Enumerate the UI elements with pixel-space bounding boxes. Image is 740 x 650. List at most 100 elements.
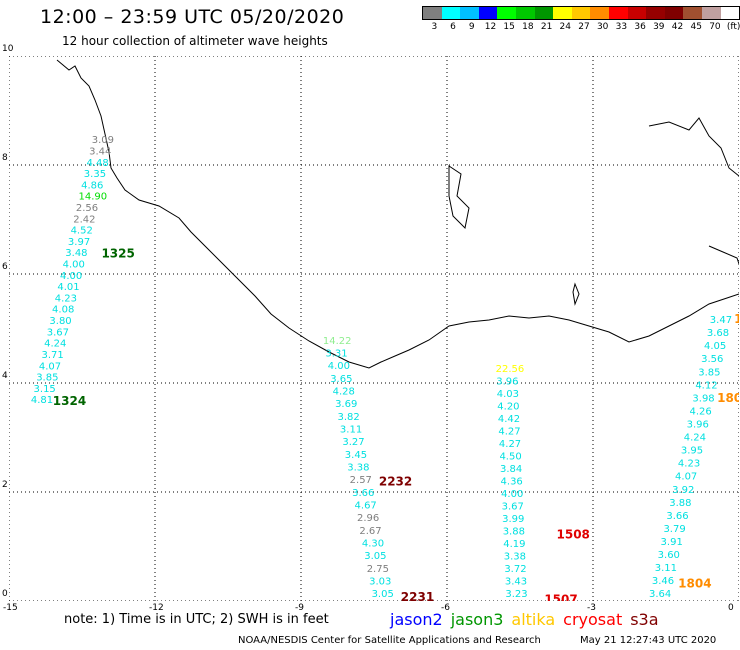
map-title: 12:00 – 23:59 UTC 05/20/2020: [40, 6, 345, 28]
units-note: note: 1) Time is in UTC; 2) SWH is in fe…: [64, 612, 329, 627]
wave-height-label: 3.84: [500, 464, 522, 475]
y-tick-label: 8: [2, 153, 8, 163]
legend-label: 27: [578, 22, 590, 32]
legend-label: 24: [559, 22, 572, 32]
wave-height-label: 4.48: [86, 158, 108, 169]
wave-height-label: 2.96: [357, 513, 379, 524]
wave-height-label: 3.09: [92, 135, 114, 146]
legend-swatch: [646, 7, 665, 19]
y-tick-label: 4: [2, 371, 8, 381]
wave-height-label: 3.15: [34, 384, 56, 395]
legend-label: 39: [653, 22, 665, 32]
wave-height-label: 3.88: [669, 498, 691, 509]
wave-height-label: 4.36: [501, 477, 523, 488]
legend-label: 15: [503, 22, 515, 32]
altimeter-tracks: 3.093.444.483.354.8614.902.562.424.523.9…: [31, 135, 739, 601]
time-label: 1324: [53, 394, 86, 408]
legend-label: 70: [709, 22, 721, 32]
wave-height-label: 3.67: [502, 502, 524, 513]
legend-swatch: [608, 7, 628, 19]
legend-swatch: [553, 7, 572, 19]
wave-height-label: 3.72: [504, 564, 526, 575]
x-tick-label: -3: [587, 603, 596, 613]
satellite-name: s3a: [630, 610, 659, 629]
wave-height-label: 3.31: [325, 348, 347, 359]
wave-height-label: 14.90: [79, 192, 108, 203]
wave-height-label: 3.66: [352, 488, 374, 499]
wave-height-label: 3.43: [505, 577, 527, 588]
wave-height-label: 3.23: [505, 589, 527, 600]
legend-label: (ft): [726, 22, 740, 32]
wave-height-label: 3.65: [330, 374, 352, 385]
satellite-name: altika: [511, 610, 556, 629]
wave-height-label: 3.85: [698, 367, 720, 378]
time-label: 1325: [101, 247, 134, 261]
legend-label: 3: [431, 22, 438, 32]
wave-height-label: 4.05: [704, 341, 726, 352]
wave-height-label: 4.27: [498, 427, 520, 438]
legend-swatch: [571, 7, 591, 19]
wave-height-label: 3.46: [652, 576, 674, 587]
wave-height-label: 2.56: [76, 203, 98, 214]
wave-height-label: 4.86: [81, 180, 103, 191]
wave-height-label: 3.95: [681, 446, 703, 457]
wave-height-label: 3.68: [707, 328, 729, 339]
credit-line: NOAA/NESDIS Center for Satellite Applica…: [238, 635, 541, 646]
legend-swatch: [515, 7, 535, 19]
wave-height-label: 2.67: [359, 526, 381, 537]
wave-height-label: 3.85: [36, 373, 58, 384]
legend-label: 33: [615, 22, 628, 32]
wave-height-label: 3.66: [666, 511, 688, 522]
time-label: 2231: [401, 590, 434, 601]
wave-height-label: 3.97: [68, 237, 90, 248]
legend-swatch: [627, 7, 647, 19]
wave-height-label: 4.24: [684, 433, 706, 444]
wave-height-label: 3.99: [502, 514, 524, 525]
wave-height-label: 4.52: [71, 226, 93, 237]
wave-height-label: 3.48: [65, 248, 87, 259]
wave-height-label: 3.67: [47, 327, 69, 338]
legend-swatch: [701, 7, 721, 19]
map-plot: 3.093.444.483.354.8614.902.562.424.523.9…: [9, 56, 739, 601]
grid-lines: [9, 56, 739, 601]
legend-label: 42: [671, 22, 684, 32]
time-label: 18: [734, 312, 739, 326]
y-tick-label: 0: [2, 589, 8, 599]
x-tick-label: -12: [149, 603, 164, 613]
wave-height-label: 4.42: [498, 414, 520, 425]
legend-swatch: [478, 7, 498, 19]
wave-height-label: 3.69: [335, 399, 357, 410]
wave-height-label: 4.20: [497, 402, 519, 413]
wave-height-label: 3.71: [41, 350, 63, 361]
wave-height-label: 3.80: [49, 316, 71, 327]
time-label: 1508: [557, 527, 590, 541]
wave-height-label: 4.00: [60, 271, 82, 282]
wave-height-label: 4.23: [55, 293, 77, 304]
wave-height-label: 3.44: [89, 147, 111, 158]
wave-height-label: 3.38: [504, 552, 526, 563]
wave-height-label: 4.50: [499, 452, 521, 463]
satellite-legend: jason2 jason3 altika cryosat s3a: [390, 610, 667, 629]
wave-height-label: 3.35: [84, 169, 106, 180]
wave-height-label: 4.26: [690, 406, 712, 417]
time-label: 1803: [717, 391, 739, 405]
legend-swatch: [497, 7, 516, 19]
wave-height-label: 3.60: [658, 550, 680, 561]
y-tick-label: 10: [2, 44, 14, 54]
wave-height-label: 3.11: [340, 424, 362, 435]
wave-height-label: 4.67: [355, 500, 377, 511]
wave-height-label: 4.08: [52, 305, 74, 316]
legend-swatch: [683, 7, 702, 19]
color-legend: [422, 6, 740, 20]
wave-height-label: 3.38: [347, 462, 369, 473]
wave-height-label: 4.00: [501, 489, 523, 500]
legend-label: 30: [596, 22, 609, 32]
wave-height-label: 4.00: [328, 361, 350, 372]
wave-height-label: 4.19: [503, 539, 525, 550]
wave-height-label: 3.91: [661, 537, 683, 548]
wave-height-label: 4.28: [333, 386, 355, 397]
time-label: 1804: [678, 576, 711, 590]
map-subtitle: 12 hour collection of altimeter wave hei…: [62, 34, 328, 48]
wave-height-label: 3.96: [496, 377, 518, 388]
